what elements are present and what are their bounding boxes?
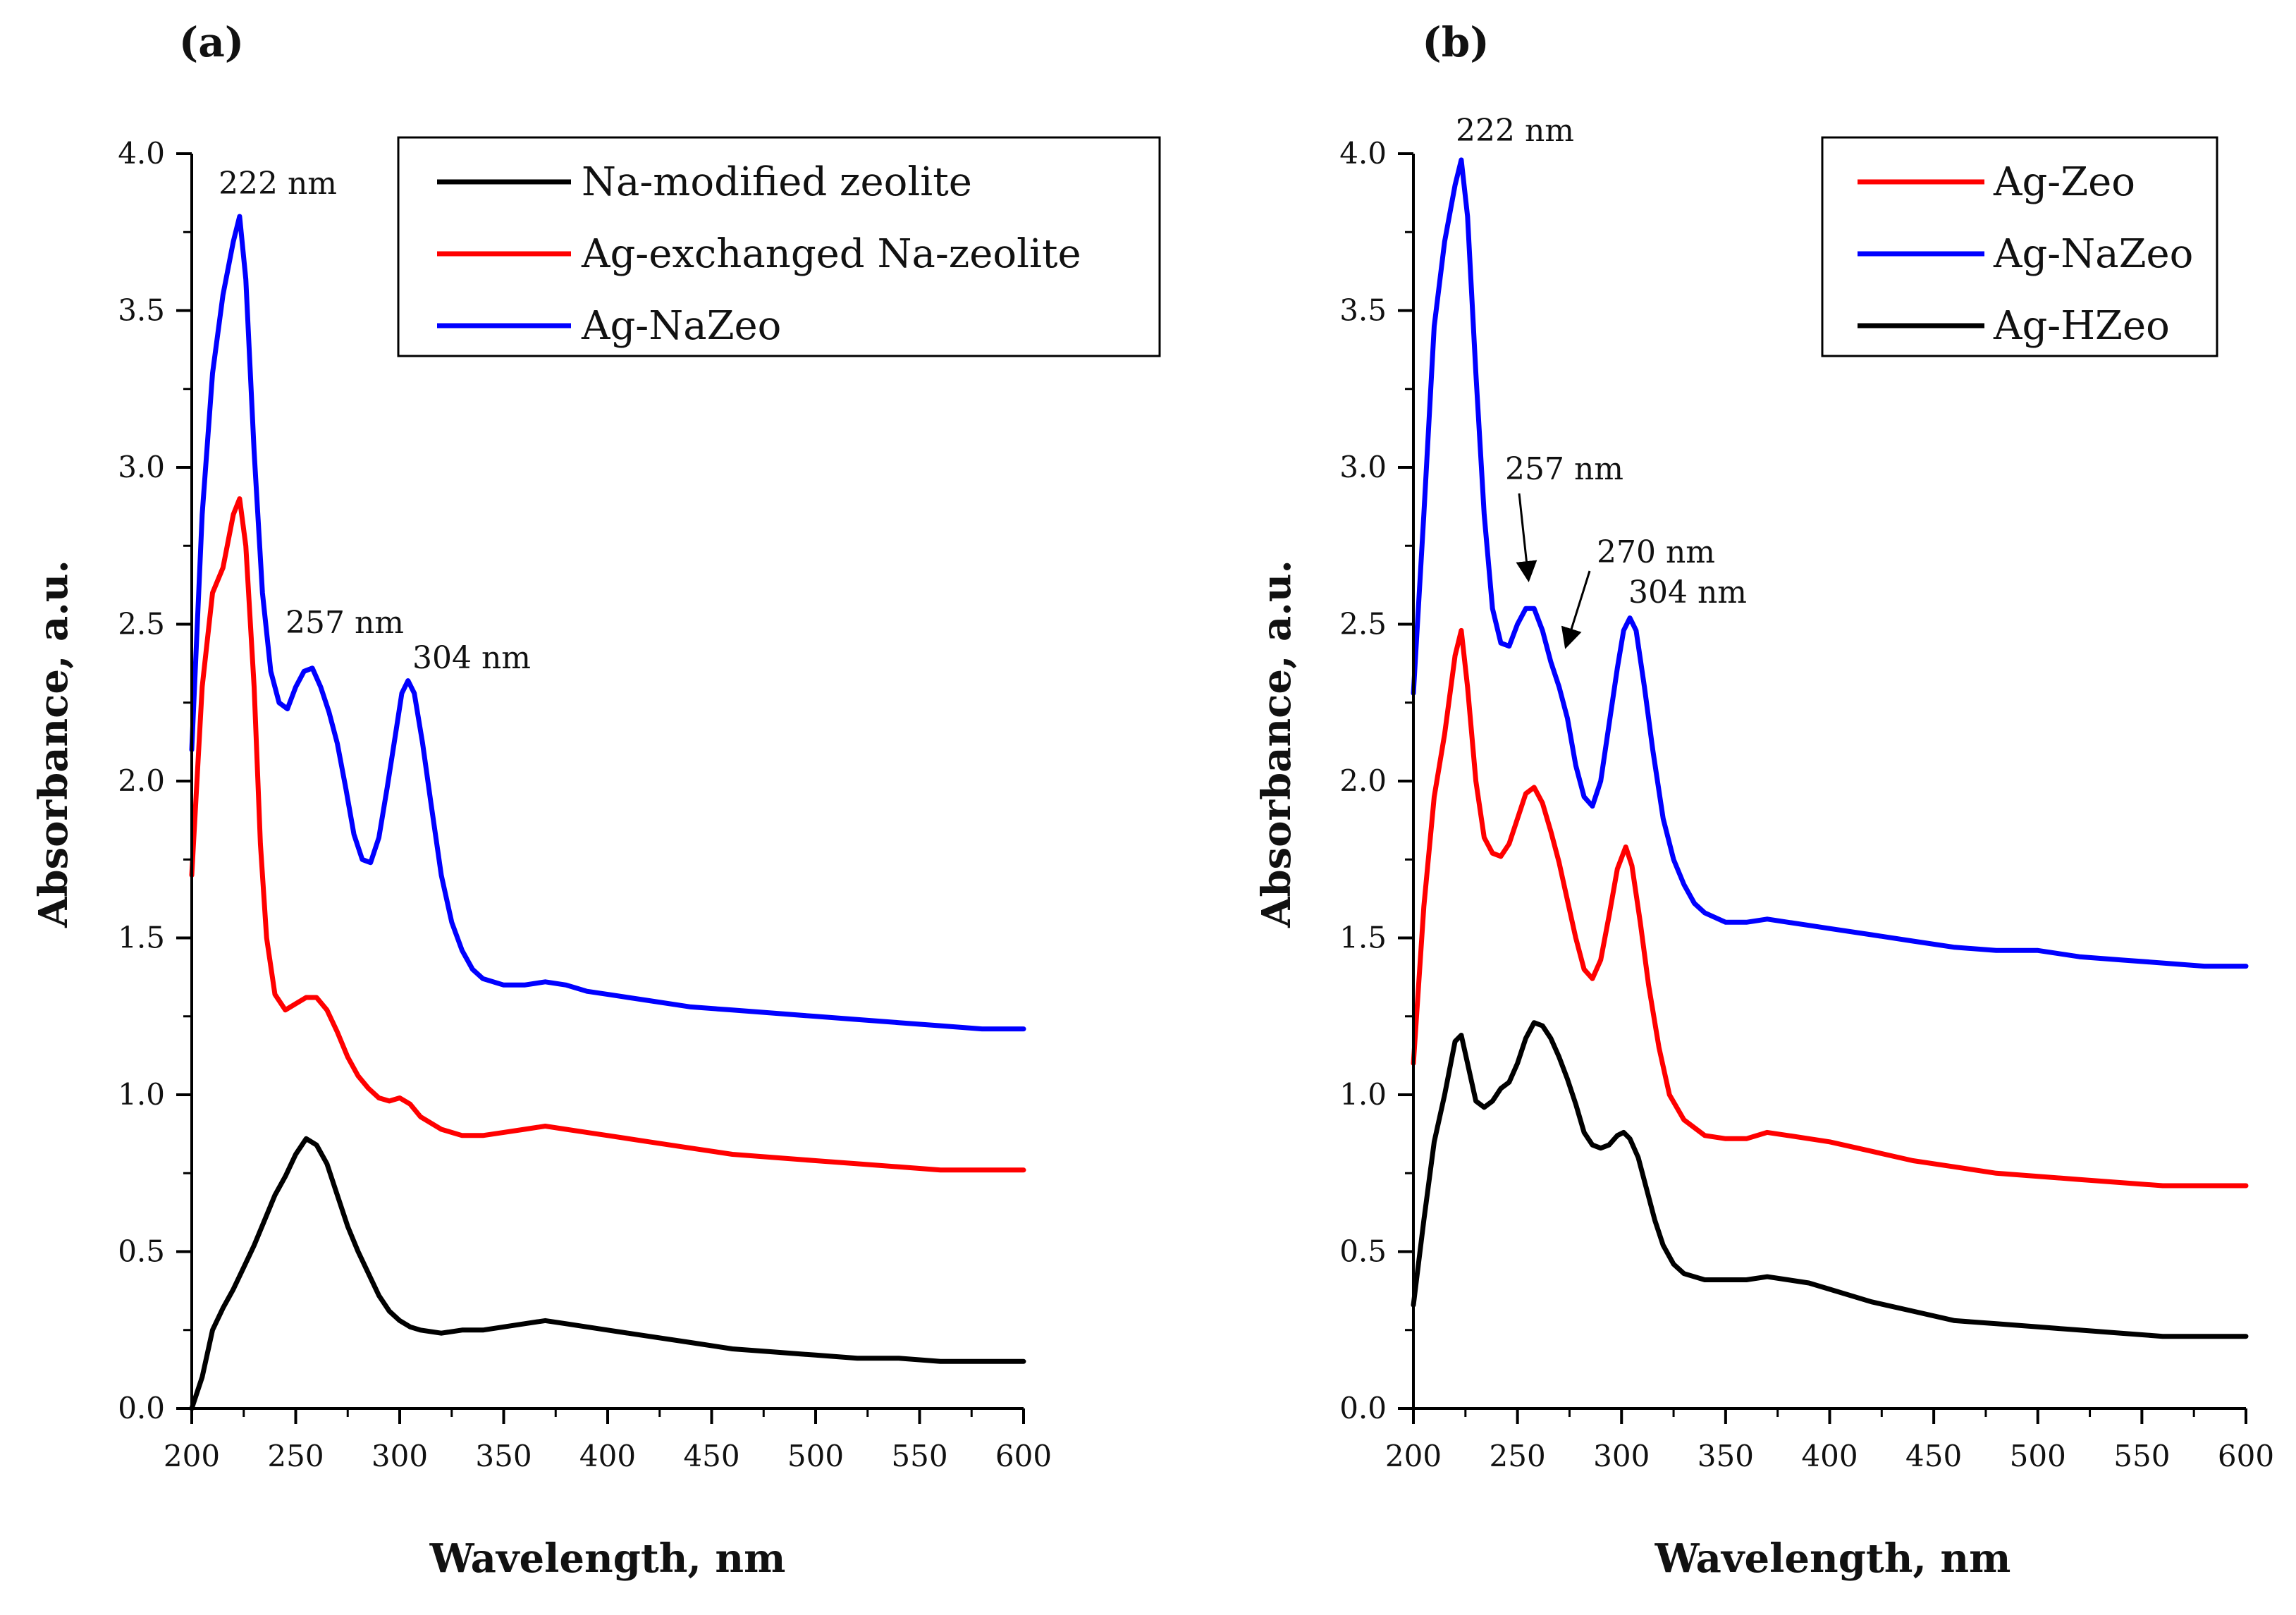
annotation-270nm-b: 270 nm xyxy=(1597,534,1715,570)
chart-panel-a: (a) 200 250 300 350 400 450 500 550 600 0.0 0.5 1.… xyxy=(30,18,1160,1582)
series-line-b-ag-zeo xyxy=(1413,630,2246,1186)
x-axis-title-a: Wavelength, nm xyxy=(429,1535,786,1582)
panel-label-b: (b) xyxy=(1422,18,1489,66)
x-tick-label-b: 300 xyxy=(1593,1439,1650,1473)
panel-label-a: (a) xyxy=(179,18,244,66)
chart-panel-b: (b) 200 250 300 350 400 450 500 550 600 0.0 0.5 1.… xyxy=(1253,18,2274,1582)
legend-label-b-1: Ag-NaZeo xyxy=(1993,231,2193,277)
y-tick-label-a: 1.0 xyxy=(118,1077,165,1112)
legend-b: Ag-Zeo Ag-NaZeo Ag-HZeo xyxy=(1822,137,2217,356)
legend-label-a-2: Ag-NaZeo xyxy=(581,303,781,349)
y-tick-label-a: 1.5 xyxy=(118,921,165,955)
x-tick-label-a: 550 xyxy=(891,1439,947,1473)
y-tick-label-b: 1.0 xyxy=(1339,1077,1387,1112)
y-tick-label-b: 4.0 xyxy=(1339,136,1387,171)
y-tick-label-b: 2.0 xyxy=(1339,763,1387,798)
x-tick-label-b: 450 xyxy=(1905,1439,1962,1473)
x-axis-title-b: Wavelength, nm xyxy=(1655,1535,2011,1582)
x-tick-label-a: 250 xyxy=(267,1439,324,1473)
annotation-222nm-a: 222 nm xyxy=(219,166,337,202)
annotation-304nm-a: 304 nm xyxy=(412,640,531,676)
y-tick-label-b: 0.0 xyxy=(1339,1391,1387,1425)
y-tick-label-a: 4.0 xyxy=(118,136,165,171)
y-tick-labels-a: 0.0 0.5 1.0 1.5 2.0 2.5 3.0 3.5 4.0 xyxy=(118,136,165,1425)
x-tick-label-b: 550 xyxy=(2113,1439,2170,1473)
x-tick-label-a: 500 xyxy=(787,1439,844,1473)
series-line-a-na-modified-zeolite xyxy=(192,1138,1024,1408)
y-tick-label-a: 0.0 xyxy=(118,1391,165,1425)
arrow-270nm-b xyxy=(1566,571,1590,645)
x-tick-label-a: 400 xyxy=(579,1439,636,1473)
y-tick-label-a: 3.0 xyxy=(118,450,165,484)
y-tick-labels-b: 0.0 0.5 1.0 1.5 2.0 2.5 3.0 3.5 4.0 xyxy=(1339,136,1387,1425)
x-tick-label-b: 350 xyxy=(1698,1439,1754,1473)
series-line-b-ag-hzeo xyxy=(1413,1023,2246,1337)
y-tick-label-a: 2.0 xyxy=(118,763,165,798)
legend-label-a-0: Na-modified zeolite xyxy=(582,159,972,205)
series-line-a-ag-exchanged-na-zeolite xyxy=(192,499,1024,1170)
annotation-304nm-b: 304 nm xyxy=(1628,575,1747,610)
figure: (a) 200 250 300 350 400 450 500 550 600 0.0 0.5 1.… xyxy=(0,0,2296,1615)
y-axis-title-a: Absorbance, a.u. xyxy=(30,560,77,928)
y-tick-label-b: 0.5 xyxy=(1339,1234,1387,1269)
x-tick-label-a: 600 xyxy=(995,1439,1052,1473)
y-tick-label-a: 2.5 xyxy=(118,607,165,641)
annotation-257nm-a: 257 nm xyxy=(286,605,404,641)
legend-label-b-2: Ag-HZeo xyxy=(1993,303,2170,349)
y-tick-label-b: 1.5 xyxy=(1339,921,1387,955)
y-tick-label-a: 3.5 xyxy=(118,293,165,328)
y-tick-label-b: 3.5 xyxy=(1339,293,1387,328)
annotation-257nm-b: 257 nm xyxy=(1505,451,1623,487)
x-tick-label-b: 250 xyxy=(1490,1439,1546,1473)
x-tick-labels-b: 200 250 300 350 400 450 500 550 600 xyxy=(1385,1439,2274,1473)
y-tick-label-b: 2.5 xyxy=(1339,607,1387,641)
x-tick-label-a: 450 xyxy=(683,1439,739,1473)
legend-label-a-1: Ag-exchanged Na-zeolite xyxy=(581,231,1081,277)
series-group-a xyxy=(192,216,1024,1408)
x-tick-label-a: 350 xyxy=(475,1439,532,1473)
x-tick-label-b: 600 xyxy=(2218,1439,2274,1473)
legend-a: Na-modified zeolite Ag-exchanged Na-zeol… xyxy=(398,137,1160,356)
x-tick-labels-a: 200 250 300 350 400 450 500 550 600 xyxy=(164,1439,1052,1473)
y-tick-label-b: 3.0 xyxy=(1339,450,1387,484)
legend-label-b-0: Ag-Zeo xyxy=(1993,159,2135,205)
annotation-222nm-b: 222 nm xyxy=(1456,113,1574,149)
x-tick-label-a: 300 xyxy=(372,1439,428,1473)
y-axis-title-b: Absorbance, a.u. xyxy=(1253,560,1300,928)
x-tick-label-b: 500 xyxy=(2010,1439,2066,1473)
x-tick-label-a: 200 xyxy=(164,1439,220,1473)
arrow-257nm-b xyxy=(1519,493,1528,578)
x-tick-label-b: 200 xyxy=(1385,1439,1442,1473)
x-tick-label-b: 400 xyxy=(1801,1439,1858,1473)
y-tick-label-a: 0.5 xyxy=(118,1234,165,1269)
